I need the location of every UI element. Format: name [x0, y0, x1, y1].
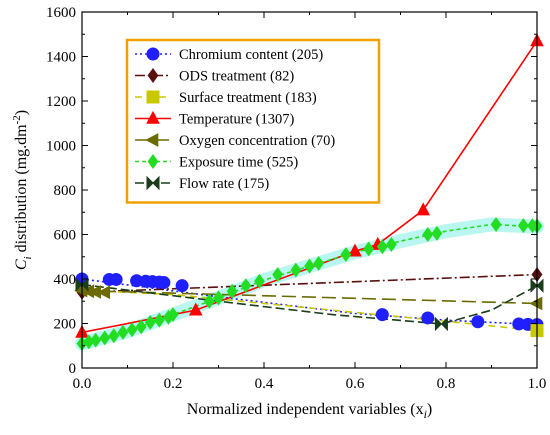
y-axis-title-close: )	[13, 110, 30, 115]
y-axis-title-symbol: C	[13, 259, 30, 270]
oxygen-concentration-point	[530, 297, 541, 309]
y-tick-label: 600	[54, 228, 77, 244]
y-tick-label: 200	[54, 317, 77, 333]
chromium-content-point	[422, 312, 434, 324]
y-axis-title: Ci distribution (mg.dm-2)	[11, 110, 34, 270]
x-tick-label: 0.8	[437, 376, 456, 392]
x-axis-title-close: )	[427, 401, 432, 418]
legend-label-surface-treatment: Surface treatment (183)	[179, 90, 317, 106]
x-axis-title-text: Normalized independent variables (x	[187, 401, 424, 418]
y-axis-title-exponent: -2	[11, 115, 23, 124]
y-tick-label: 400	[54, 272, 77, 288]
legend-label-exposure-time: Exposure time (525)	[179, 155, 298, 171]
y-tick-label: 1000	[46, 139, 76, 155]
legend-label-ods-treatment: ODS treatment (82)	[179, 69, 294, 85]
y-tick-label: 1200	[46, 94, 76, 110]
chromium-content-point	[110, 273, 122, 285]
y-tick-label: 0	[69, 361, 77, 377]
chromium-content-point	[158, 277, 170, 289]
x-axis-title: Normalized independent variables (xi)	[187, 401, 432, 421]
legend-marker-chromium-content	[147, 48, 159, 60]
legend: Chromium content (205) ODS treatment (82)…	[127, 40, 379, 203]
y-axis-title-text: distribution (mg.dm	[13, 124, 30, 257]
x-tick-label: 0.6	[346, 376, 365, 392]
legend-label-flow-rate: Flow rate (175)	[179, 176, 269, 192]
legend-label-oxygen-concentration: Oxygen concentration (70)	[179, 133, 335, 149]
y-tick-label: 1400	[46, 50, 76, 66]
chromium-content-point	[376, 309, 388, 321]
legend-label-chromium-content: Chromium content (205)	[179, 47, 323, 63]
y-tick-label: 1600	[46, 5, 76, 21]
x-tick-label: 0.0	[73, 376, 92, 392]
x-tick-label: 0.2	[164, 376, 183, 392]
chromium-content-point	[472, 316, 484, 328]
legend-label-temperature: Temperature (1307)	[179, 112, 295, 128]
legend-marker-surface-treatment	[147, 91, 159, 103]
y-tick-label: 800	[54, 183, 77, 199]
chromium-content-point	[176, 280, 188, 292]
x-tick-label: 0.4	[255, 376, 274, 392]
x-tick-label: 1.0	[528, 376, 547, 392]
